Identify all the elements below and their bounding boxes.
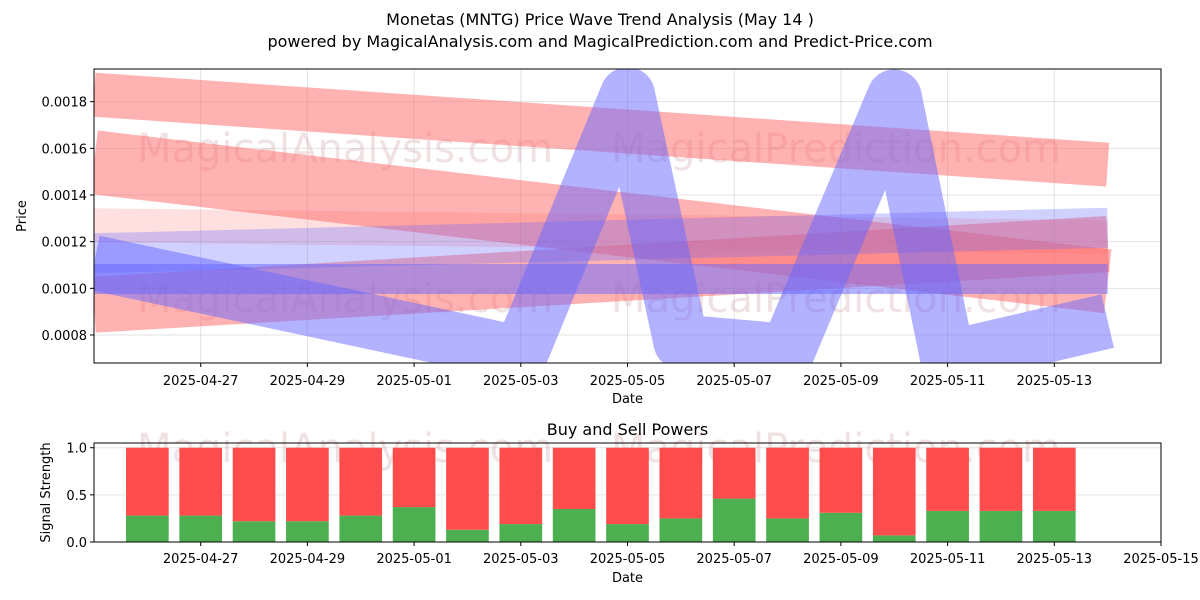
x-tick-label: 2025-05-13 (1017, 374, 1093, 389)
x-tick-label: 2025-04-29 (270, 374, 346, 389)
buy-bar (126, 515, 169, 542)
x-tick-label: 2025-05-03 (483, 374, 559, 389)
x-tick-label: 2025-05-01 (376, 374, 452, 389)
buy-bar (1032, 510, 1076, 542)
buy-bar (446, 529, 489, 542)
y-tick-label: 0.0012 (42, 236, 88, 251)
sell-bar (819, 447, 863, 513)
chart-title: Monetas (MNTG) Price Wave Trend Analysis… (386, 10, 814, 29)
x-tick-label: 2025-05-05 (590, 552, 666, 567)
x-tick-label: 2025-05-15 (1123, 552, 1199, 567)
buy-bar (552, 509, 596, 542)
sell-bar (339, 447, 383, 516)
y-tick-label: 0.0 (66, 536, 87, 551)
sell-bar (926, 447, 969, 511)
x-tick-label: 2025-05-09 (803, 374, 879, 389)
y-tick-label: 0.0010 (42, 282, 88, 297)
x-tick-label: 2025-04-27 (163, 552, 239, 567)
y-tick-label: 0.0008 (42, 329, 88, 344)
y-tick-label: 0.5 (66, 489, 87, 504)
x-tick-label: 2025-05-07 (696, 552, 772, 567)
wave-band-blue-4 (94, 69, 1114, 363)
sell-bar (979, 447, 1023, 511)
buy-bar (339, 515, 383, 542)
x-tick-label: 2025-05-01 (376, 552, 452, 567)
buy-bar (766, 518, 809, 542)
x-tick-label: 2025-05-09 (803, 552, 879, 567)
wave-band-blue-6 (94, 207, 1109, 274)
buy-bar (286, 521, 329, 542)
sell-bar (232, 447, 276, 522)
buy-bar (392, 507, 436, 542)
x-axis-label: Date (612, 571, 643, 586)
x-tick-label: 2025-05-07 (696, 374, 772, 389)
sell-bar (126, 447, 169, 516)
y-axis-label: Signal Strength (39, 442, 54, 542)
buy-bar (979, 510, 1023, 542)
sell-bar (392, 447, 436, 508)
buy-bar (872, 535, 916, 542)
y-tick-label: 0.0014 (42, 189, 88, 204)
buy-bar (499, 524, 543, 542)
chart-subtitle: powered by MagicalAnalysis.com and Magic… (267, 32, 932, 51)
x-tick-label: 2025-04-29 (270, 552, 346, 567)
sell-bar (606, 447, 649, 525)
x-tick-label: 2025-05-13 (1017, 552, 1093, 567)
buy-bar (712, 498, 756, 542)
buy-bar (606, 524, 649, 542)
y-tick-label: 0.0018 (42, 96, 88, 111)
buy-bar (926, 510, 969, 542)
sell-bar (712, 447, 756, 499)
sell-bar (766, 447, 809, 519)
buy-bar (232, 521, 276, 542)
sell-bar (286, 447, 329, 522)
buy-bar (819, 512, 863, 542)
sell-bar (872, 447, 916, 536)
x-tick-label: 2025-05-03 (483, 552, 559, 567)
sell-bar (179, 447, 223, 516)
x-axis-label: Date (612, 392, 643, 407)
wave-bands (94, 69, 1114, 363)
sell-bar (499, 447, 543, 525)
x-tick-label: 2025-05-05 (590, 374, 666, 389)
sell-bar (1032, 447, 1076, 511)
y-axis-label: Price (15, 200, 30, 232)
buy-bar (179, 515, 223, 542)
buy-sell-chart: MagicalAnalysis.comMagicalPrediction.com… (39, 420, 1199, 586)
x-tick-label: 2025-04-27 (163, 374, 239, 389)
x-tick-label: 2025-05-11 (910, 552, 986, 567)
subchart-title: Buy and Sell Powers (547, 420, 709, 439)
y-tick-label: 0.0016 (42, 142, 88, 157)
sell-bar (552, 447, 596, 509)
y-tick-label: 1.0 (66, 442, 87, 457)
sell-bar (659, 447, 703, 519)
buy-bar (659, 518, 703, 542)
x-tick-label: 2025-05-11 (910, 374, 986, 389)
price-wave-chart: MagicalAnalysis.com MagicalPrediction.com… (15, 68, 1162, 407)
sell-bar (446, 447, 489, 530)
